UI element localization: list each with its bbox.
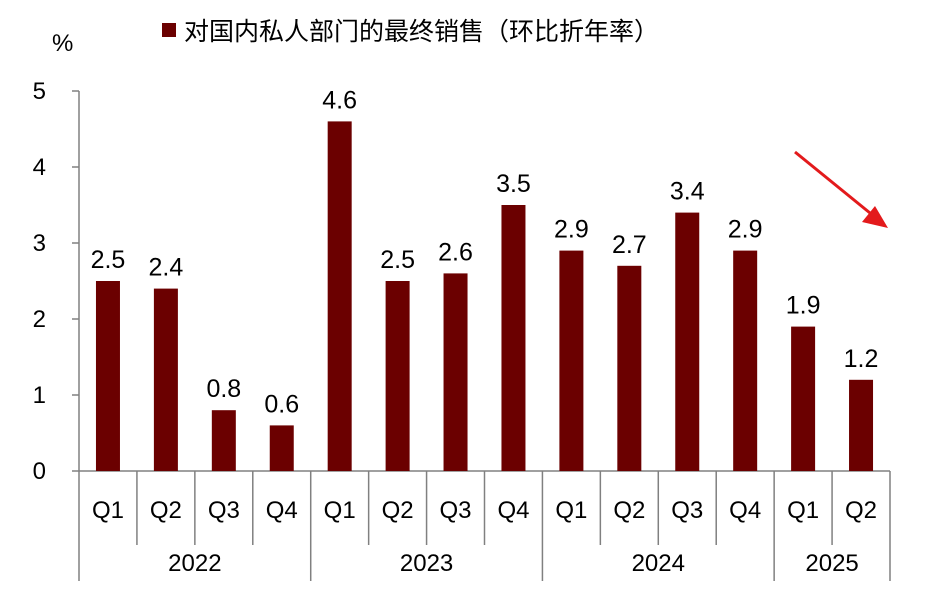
bar <box>443 273 468 471</box>
data-label: 2.7 <box>612 231 647 259</box>
x-category-label: Q1 <box>92 497 124 524</box>
data-label: 2.5 <box>91 246 126 274</box>
bar <box>269 425 294 471</box>
data-label: 2.5 <box>380 246 415 274</box>
bar <box>849 379 874 471</box>
x-category-label: Q4 <box>729 497 761 524</box>
bar <box>327 121 352 472</box>
y-tick-label: 3 <box>33 230 46 257</box>
x-category-label: Q1 <box>555 497 587 524</box>
x-year-label: 2022 <box>168 550 221 577</box>
x-category-label: Q2 <box>845 497 877 524</box>
data-label: 2.4 <box>149 254 184 282</box>
data-label: 2.6 <box>438 238 473 266</box>
x-category-label: Q4 <box>266 497 298 524</box>
data-label: 1.9 <box>786 292 821 320</box>
y-tick-label: 2 <box>33 306 46 333</box>
data-label: 1.2 <box>844 345 879 373</box>
x-category-label: Q2 <box>382 497 414 524</box>
x-category-label: Q1 <box>787 497 819 524</box>
x-category-label: Q2 <box>613 497 645 524</box>
y-tick-label: 4 <box>33 154 46 181</box>
data-label: 3.4 <box>670 178 705 206</box>
x-category-label: Q3 <box>440 497 472 524</box>
legend: 对国内私人部门的最终销售（环比折年率） <box>162 14 659 46</box>
data-label: 3.5 <box>496 170 531 198</box>
bar <box>675 212 700 471</box>
bar <box>153 288 178 471</box>
x-category-label: Q4 <box>497 497 529 524</box>
bar <box>211 410 236 471</box>
legend-swatch <box>162 23 176 37</box>
bar <box>501 205 526 471</box>
bar <box>791 326 816 471</box>
y-tick-label: 5 <box>33 78 46 105</box>
trend-arrow-head <box>862 206 888 228</box>
legend-label: 对国内私人部门的最终销售（环比折年率） <box>184 17 660 46</box>
bar <box>559 250 584 471</box>
data-label: 4.6 <box>322 86 357 114</box>
x-year-label: 2025 <box>805 550 858 577</box>
x-category-label: Q3 <box>671 497 703 524</box>
x-category-label: Q2 <box>150 497 182 524</box>
y-tick-label: 0 <box>33 458 46 485</box>
x-year-label: 2024 <box>632 550 685 577</box>
bar <box>385 281 410 471</box>
x-category-label: Q3 <box>208 497 240 524</box>
y-tick-label: 1 <box>33 382 46 409</box>
y-axis-unit: % <box>52 30 74 57</box>
x-category-label: Q1 <box>324 497 356 524</box>
x-year-label: 2023 <box>400 550 453 577</box>
trend-arrow-shaft <box>794 150 871 215</box>
bar <box>733 250 758 471</box>
data-label: 0.6 <box>264 390 299 418</box>
data-label: 0.8 <box>206 375 241 403</box>
data-label: 2.9 <box>554 216 589 244</box>
data-label: 2.9 <box>728 216 763 244</box>
bar <box>617 265 642 471</box>
bar <box>95 281 120 471</box>
